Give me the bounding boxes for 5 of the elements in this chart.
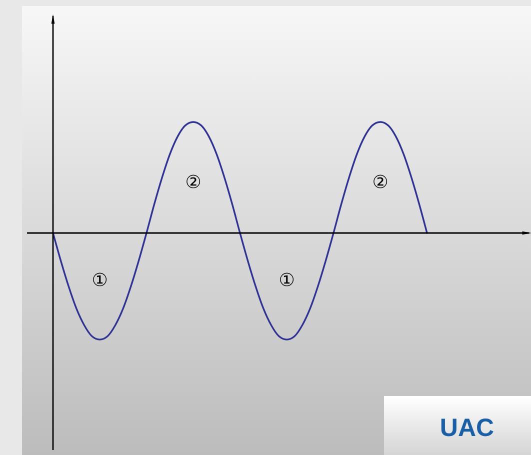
annotation: ②: [185, 172, 202, 194]
annotation: ②: [372, 172, 388, 194]
annotation: ①: [92, 270, 108, 291]
text: UAC: [440, 414, 494, 442]
annotation: ①: [278, 270, 295, 291]
